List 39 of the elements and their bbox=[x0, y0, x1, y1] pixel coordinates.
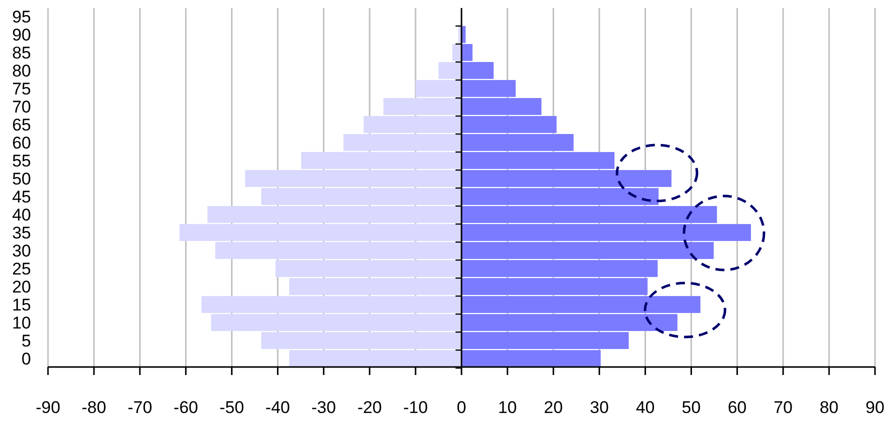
y-tick-label: 10 bbox=[12, 314, 31, 333]
x-tick-label: 10 bbox=[498, 398, 517, 417]
x-tick-label: 20 bbox=[544, 398, 563, 417]
y-tick-label: 55 bbox=[12, 151, 31, 170]
y-tick-label: 80 bbox=[12, 61, 31, 80]
y-tick-label: 5 bbox=[22, 332, 31, 351]
x-tick-label: -30 bbox=[311, 398, 336, 417]
x-tick-label: 60 bbox=[728, 398, 747, 417]
y-tick-label: 0 bbox=[22, 350, 31, 369]
x-tick-label: -80 bbox=[82, 398, 106, 417]
y-tick-label: 20 bbox=[12, 278, 31, 297]
y-tick-label: 50 bbox=[12, 170, 31, 188]
x-tick-label: -40 bbox=[265, 398, 290, 417]
y-tick-label: 60 bbox=[12, 133, 31, 152]
y-tick-label: 25 bbox=[12, 260, 31, 279]
y-tick-label: 30 bbox=[12, 242, 31, 261]
y-tick-label: 45 bbox=[12, 188, 31, 206]
x-tick-label: -90 bbox=[36, 398, 60, 417]
y-tick-label: 65 bbox=[12, 115, 31, 134]
y-tick-label: 95 bbox=[12, 7, 31, 26]
y-tick-label: 15 bbox=[12, 296, 31, 315]
x-tick-label: 30 bbox=[590, 398, 609, 417]
x-tick-label: 0 bbox=[456, 398, 466, 417]
x-tick-label: 80 bbox=[820, 398, 839, 417]
y-tick-label: 70 bbox=[12, 97, 31, 116]
y-tick-label: 90 bbox=[12, 25, 31, 44]
x-tick-label: 70 bbox=[774, 398, 793, 417]
x-tick-label: -70 bbox=[128, 398, 152, 417]
y-tick-label: 85 bbox=[12, 43, 31, 62]
y-tick-label: 35 bbox=[12, 224, 31, 243]
x-tick-label: -60 bbox=[174, 398, 198, 417]
x-tick-label: 90 bbox=[866, 398, 884, 417]
y-tick-label: 75 bbox=[12, 79, 31, 98]
x-tick-label: -50 bbox=[219, 398, 244, 417]
x-tick-label: 40 bbox=[636, 398, 655, 417]
x-tick-label: 50 bbox=[682, 398, 701, 417]
y-tick-label: 40 bbox=[12, 206, 31, 225]
x-tick-label: -10 bbox=[403, 398, 428, 417]
x-tick-label: -20 bbox=[357, 398, 382, 417]
